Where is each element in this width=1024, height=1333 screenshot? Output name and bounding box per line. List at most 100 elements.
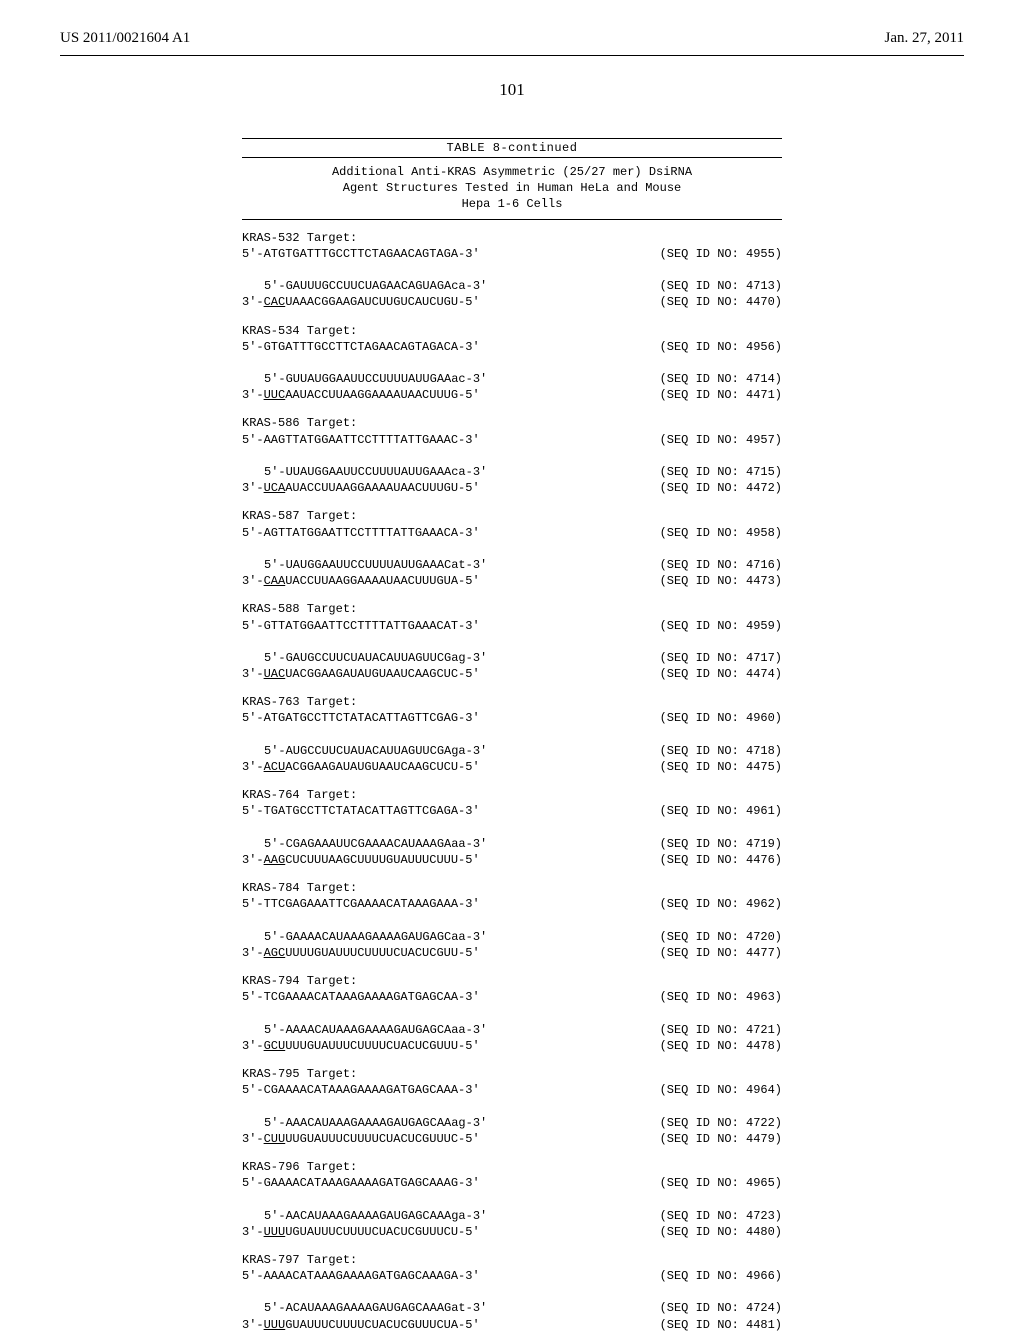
blank-line: [242, 1005, 782, 1021]
sense-seqid: (SEQ ID NO: 4724): [660, 1300, 782, 1316]
antisense-underlined: AAG: [264, 853, 286, 867]
antisense-prefix: 3'-: [242, 481, 264, 495]
target-sequence-row: 5'-TGATGCCTTCTATACATTAGTTCGAGA-3'(SEQ ID…: [242, 803, 782, 819]
antisense-rest: ACGGAAGAUAUGUAAUCAAGCUCU-5': [285, 760, 479, 774]
sense-seqid: (SEQ ID NO: 4713): [660, 278, 782, 294]
target-seqid: (SEQ ID NO: 4957): [660, 432, 782, 448]
sense-sequence: 5'-CGAGAAAUUCGAAAACAUAAAGAaa-3': [242, 836, 487, 852]
target-sequence-row: 5'-TCGAAAACATAAAGAAAAGATGAGCAA-3'(SEQ ID…: [242, 989, 782, 1005]
target-seqid: (SEQ ID NO: 4959): [660, 618, 782, 634]
sense-seqid: (SEQ ID NO: 4723): [660, 1208, 782, 1224]
antisense-seqid: (SEQ ID NO: 4471): [660, 387, 782, 403]
antisense-prefix: 3'-: [242, 1039, 264, 1053]
target-seqid: (SEQ ID NO: 4960): [660, 710, 782, 726]
sequence-entry: KRAS-586 Target:5'-AAGTTATGGAATTCCTTTTAT…: [242, 415, 782, 496]
sense-sequence-row: 5'-AAACAUAAAGAAAAGAUGAGCAAag-3'(SEQ ID N…: [242, 1115, 782, 1131]
target-sequence-row: 5'-ATGATGCCTTCTATACATTAGTTCGAG-3'(SEQ ID…: [242, 710, 782, 726]
antisense-prefix: 3'-: [242, 946, 264, 960]
sense-seqid: (SEQ ID NO: 4721): [660, 1022, 782, 1038]
sense-sequence: 5'-GAAAACAUAAAGAAAAGAUGAGCaa-3': [242, 929, 487, 945]
sequence-entry: KRAS-784 Target:5'-TTCGAGAAATTCGAAAACATA…: [242, 880, 782, 961]
target-sequence: 5'-AGTTATGGAATTCCTTTTATTGAAACA-3': [242, 525, 480, 541]
antisense-sequence-row: 3'-GCUUUUGUAUUUCUUUUCUACUCGUUU-5' (SEQ ID…: [242, 1038, 782, 1054]
antisense-rest: UAAACGGAAGAUCUUGUCAUCUGU-5': [285, 295, 479, 309]
sense-sequence-row: 5'-ACAUAAAGAAAAGAUGAGCAAAGat-3'(SEQ ID N…: [242, 1300, 782, 1316]
table-rule-mid: [242, 157, 782, 158]
sense-sequence-row: 5'-UAUGGAAUUCCUUUUAUUGAAACat-3'(SEQ ID N…: [242, 557, 782, 573]
blank-line: [242, 262, 782, 278]
target-sequence: 5'-GTTATGGAATTCCTTTTATTGAAACAT-3': [242, 618, 480, 634]
antisense-rest: UUUUGUAUUUCUUUUCUACUCGUU-5': [285, 946, 479, 960]
antisense-seqid: (SEQ ID NO: 4477): [660, 945, 782, 961]
blank-line: [242, 1284, 782, 1300]
antisense-sequence: 3'-CAAUACCUUAAGGAAAAUAACUUUGUA-5': [242, 573, 480, 589]
antisense-seqid: (SEQ ID NO: 4470): [660, 294, 782, 310]
sense-seqid: (SEQ ID NO: 4720): [660, 929, 782, 945]
sense-sequence: 5'-GUUAUGGAAUUCCUUUUAUUGAAac-3': [242, 371, 487, 387]
target-seqid: (SEQ ID NO: 4962): [660, 896, 782, 912]
antisense-sequence-row: 3'-UACUACGGAAGAUAUGUAAUCAAGCUC-5'(SEQ ID…: [242, 666, 782, 682]
sense-sequence-row: 5'-GUUAUGGAAUUCCUUUUAUUGAAac-3' (SEQ ID N…: [242, 371, 782, 387]
sense-sequence: 5'-UAUGGAAUUCCUUUUAUUGAAACat-3': [242, 557, 487, 573]
target-label: KRAS-586 Target:: [242, 415, 782, 431]
publication-number: US 2011/0021604 A1: [60, 30, 190, 47]
sense-seqid: (SEQ ID NO: 4714): [660, 371, 782, 387]
target-seqid: (SEQ ID NO: 4966): [660, 1268, 782, 1284]
sense-sequence: 5'-GAUUUGCCUUCUAGAACAGUAGAca-3': [242, 278, 487, 294]
antisense-sequence: 3'-GCUUUUGUAUUUCUUUUCUACUCGUUU-5': [242, 1038, 480, 1054]
table-rule-bottom: [242, 219, 782, 220]
sequence-entry: KRAS-532 Target:5'-ATGTGATTTGCCTTCTAGAAC…: [242, 230, 782, 311]
antisense-sequence: 3'-CUUUUGUAUUUCUUUUCUACUCGUUUC-5': [242, 1131, 480, 1147]
publication-date: Jan. 27, 2011: [885, 30, 964, 47]
antisense-rest: UACCUUAAGGAAAAUAACUUUGUA-5': [285, 574, 479, 588]
target-sequence-row: 5'-GAAAACATAAAGAAAAGATGAGCAAAG-3'(SEQ ID…: [242, 1175, 782, 1191]
antisense-sequence-row: 3'-UUCAAUACCUUAAGGAAAAUAACUUUG-5'(SEQ ID…: [242, 387, 782, 403]
antisense-sequence-row: 3'-CUUUUGUAUUUCUUUUCUACUCGUUUC-5' (SEQ ID…: [242, 1131, 782, 1147]
sense-seqid: (SEQ ID NO: 4718): [660, 743, 782, 759]
antisense-seqid: (SEQ ID NO: 4472): [660, 480, 782, 496]
antisense-sequence: 3'-UUUUGUAUUUCUUUUCUACUCGUUUCU-5': [242, 1224, 480, 1240]
sequence-entry: KRAS-795 Target:5'-CGAAAACATAAAGAAAAGATG…: [242, 1066, 782, 1147]
sense-sequence: 5'-AUGCCUUCUAUACAUUAGUUCGAga-3': [242, 743, 487, 759]
sense-sequence-row: 5'-AUGCCUUCUAUACAUUAGUUCGAga-3' (SEQ ID N…: [242, 743, 782, 759]
antisense-prefix: 3'-: [242, 1225, 264, 1239]
subtitle-line: Agent Structures Tested in Human HeLa an…: [242, 180, 782, 196]
blank-line: [242, 913, 782, 929]
target-seqid: (SEQ ID NO: 4958): [660, 525, 782, 541]
antisense-sequence-row: 3'-UCAAUACCUUAAGGAAAAUAACUUUGU-5'(SEQ ID…: [242, 480, 782, 496]
target-seqid: (SEQ ID NO: 4961): [660, 803, 782, 819]
target-sequence-row: 5'-AAGTTATGGAATTCCTTTTATTGAAAC-3' (SEQ ID…: [242, 432, 782, 448]
sense-sequence: 5'-GAUGCCUUCUAUACAUUAGUUCGag-3': [242, 650, 487, 666]
target-sequence: 5'-AAGTTATGGAATTCCTTTTATTGAAAC-3': [242, 432, 480, 448]
target-seqid: (SEQ ID NO: 4955): [660, 246, 782, 262]
target-label: KRAS-764 Target:: [242, 787, 782, 803]
sequence-entry: KRAS-587 Target:5'-AGTTATGGAATTCCTTTTATT…: [242, 508, 782, 589]
antisense-rest: UGUAUUUCUUUUCUACUCGUUUCU-5': [285, 1225, 479, 1239]
target-sequence-row: 5'-TTCGAGAAATTCGAAAACATAAAGAAA-3'(SEQ ID…: [242, 896, 782, 912]
antisense-seqid: (SEQ ID NO: 4478): [660, 1038, 782, 1054]
antisense-seqid: (SEQ ID NO: 4476): [660, 852, 782, 868]
target-sequence-row: 5'-GTGATTTGCCTTCTAGAACAGTAGACA-3'(SEQ ID…: [242, 339, 782, 355]
sense-sequence: 5'-AACAUAAAGAAAAGAUGAGCAAAga-3': [242, 1208, 487, 1224]
sequence-entry: KRAS-764 Target:5'-TGATGCCTTCTATACATTAGT…: [242, 787, 782, 868]
target-label: KRAS-532 Target:: [242, 230, 782, 246]
sequence-entry: KRAS-794 Target:5'-TCGAAAACATAAAGAAAAGAT…: [242, 973, 782, 1054]
antisense-prefix: 3'-: [242, 1132, 264, 1146]
target-sequence: 5'-GTGATTTGCCTTCTAGAACAGTAGACA-3': [242, 339, 480, 355]
target-sequence: 5'-AAAACATAAAGAAAAGATGAGCAAAGA-3': [242, 1268, 480, 1284]
target-seqid: (SEQ ID NO: 4965): [660, 1175, 782, 1191]
target-label: KRAS-763 Target:: [242, 694, 782, 710]
subtitle-line: Hepa 1-6 Cells: [242, 196, 782, 212]
table-subtitle: Additional Anti-KRAS Asymmetric (25/27 m…: [242, 164, 782, 213]
antisense-prefix: 3'-: [242, 853, 264, 867]
table-container: TABLE 8-continued Additional Anti-KRAS A…: [242, 138, 782, 1333]
antisense-seqid: (SEQ ID NO: 4479): [660, 1131, 782, 1147]
target-sequence-row: 5'-AAAACATAAAGAAAAGATGAGCAAAGA-3' (SEQ ID…: [242, 1268, 782, 1284]
antisense-underlined: CUU: [264, 1132, 286, 1146]
antisense-underlined: UUU: [264, 1225, 286, 1239]
sense-sequence-row: 5'-UUAUGGAAUUCCUUUUAUUGAAAca-3'(SEQ ID N…: [242, 464, 782, 480]
antisense-rest: AUACCUUAAGGAAAAUAACUUUGU-5': [285, 481, 479, 495]
antisense-rest: UACGGAAGAUAUGUAAUCAAGCUC-5': [285, 667, 479, 681]
target-label: KRAS-587 Target:: [242, 508, 782, 524]
antisense-rest: UUGUAUUUCUUUUCUACUCGUUUC-5': [285, 1132, 479, 1146]
